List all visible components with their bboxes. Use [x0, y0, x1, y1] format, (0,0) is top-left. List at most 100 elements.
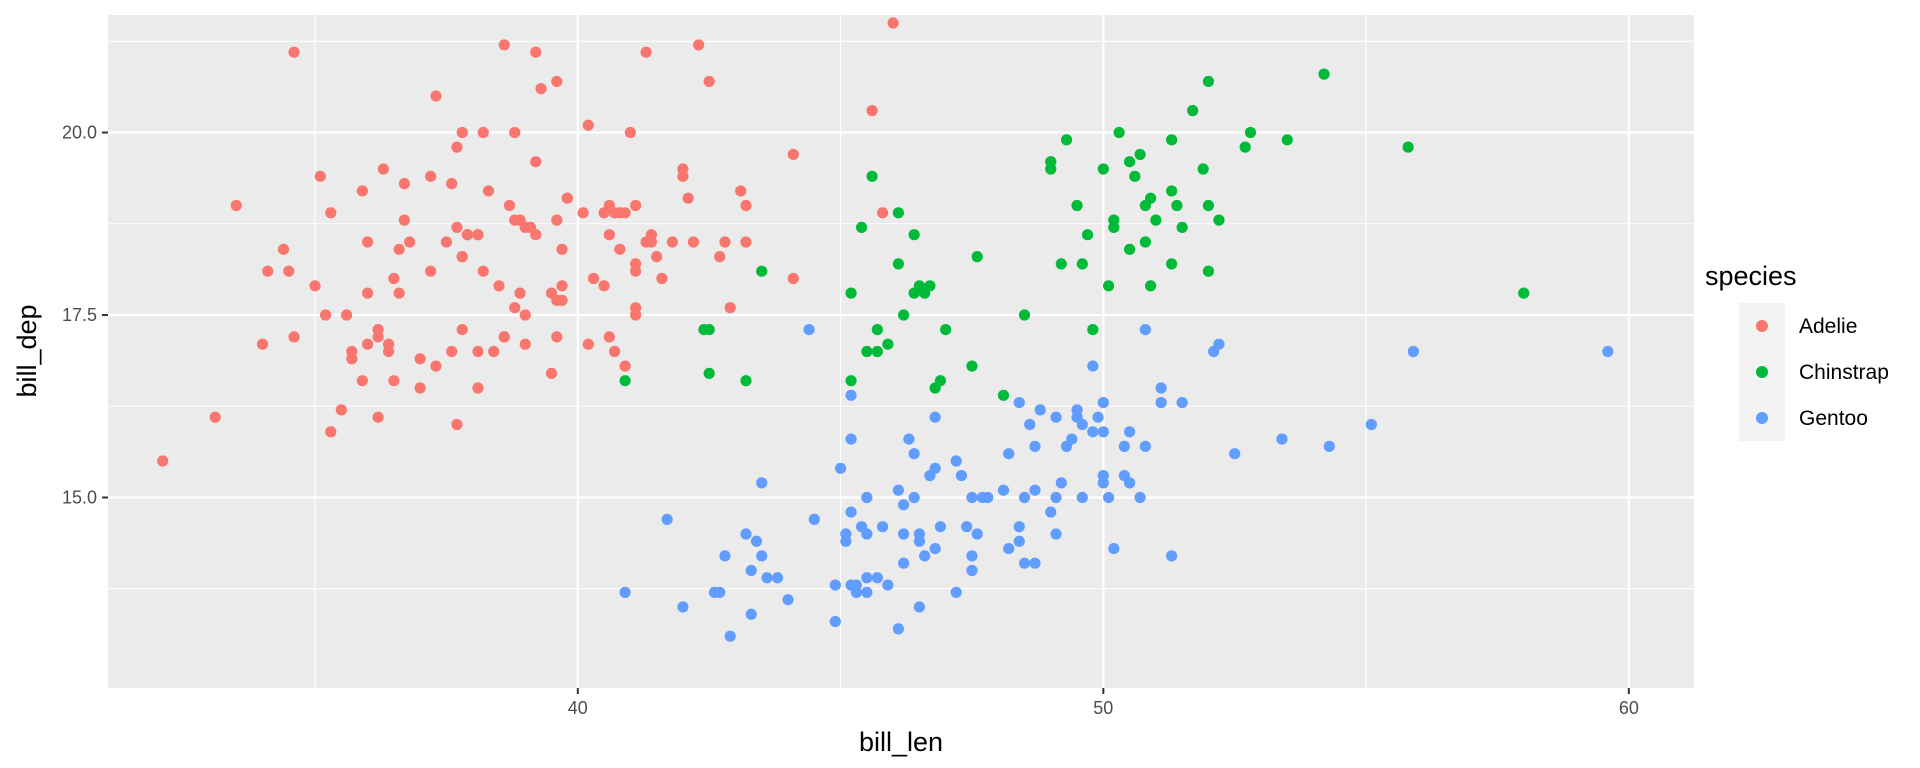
- data-point: [1602, 345, 1614, 358]
- data-point: [1076, 491, 1088, 504]
- series-gentoo: [619, 324, 1614, 642]
- data-point: [362, 338, 374, 350]
- data-point: [887, 17, 899, 29]
- data-point: [1050, 411, 1062, 423]
- data-point: [898, 309, 910, 321]
- data-point: [845, 375, 857, 387]
- data-point: [1097, 396, 1109, 409]
- data-point: [1050, 491, 1062, 504]
- data-point: [551, 331, 563, 343]
- data-point: [740, 375, 752, 387]
- legend-key-gentoo: [1756, 412, 1768, 424]
- data-point: [1013, 396, 1025, 409]
- data-point: [356, 185, 368, 197]
- data-point: [724, 630, 736, 642]
- data-point: [1087, 426, 1099, 438]
- data-point: [451, 141, 463, 153]
- data-point: [551, 75, 563, 88]
- data-point: [1018, 557, 1031, 569]
- data-point: [288, 331, 300, 343]
- data-point: [603, 229, 615, 241]
- data-point: [503, 199, 516, 212]
- data-point: [430, 360, 442, 372]
- data-point: [666, 236, 679, 248]
- data-point: [719, 236, 731, 248]
- data-point: [861, 572, 873, 584]
- data-points: [157, 17, 1614, 642]
- data-point: [608, 345, 621, 358]
- data-point: [740, 236, 752, 248]
- data-point: [892, 207, 904, 219]
- data-point: [472, 382, 484, 394]
- data-point: [640, 236, 652, 248]
- data-point: [982, 491, 994, 504]
- legend: species Adelie Chinstrap Gentoo: [1705, 261, 1889, 441]
- data-point: [1176, 221, 1188, 234]
- data-point: [1134, 148, 1146, 161]
- data-point: [383, 338, 395, 350]
- x-axis-title: bill_len: [859, 727, 943, 757]
- data-point: [1139, 440, 1151, 452]
- data-point: [472, 345, 484, 358]
- data-point: [1407, 345, 1419, 358]
- data-point: [1097, 426, 1109, 438]
- data-point: [1166, 134, 1178, 146]
- data-point: [1108, 221, 1120, 234]
- data-point: [1055, 477, 1067, 489]
- data-point: [1139, 236, 1151, 248]
- y-tick-label: 17.5: [62, 305, 97, 325]
- data-point: [850, 579, 862, 591]
- data-point: [829, 579, 841, 591]
- data-point: [1029, 484, 1041, 496]
- data-point: [1060, 134, 1073, 146]
- data-point: [314, 170, 326, 182]
- data-point: [1155, 382, 1167, 394]
- data-point: [509, 302, 521, 314]
- data-point: [971, 251, 983, 263]
- data-point: [456, 324, 468, 336]
- data-point: [861, 491, 873, 504]
- data-point: [898, 528, 910, 540]
- data-point: [855, 221, 868, 234]
- data-point: [393, 243, 405, 255]
- x-tick-label: 60: [1619, 698, 1639, 718]
- data-point: [1171, 199, 1183, 212]
- data-point: [1123, 426, 1136, 438]
- data-point: [1071, 404, 1083, 416]
- data-point: [372, 411, 384, 423]
- data-point: [756, 477, 768, 489]
- y-tick-label: 15.0: [62, 487, 97, 507]
- data-point: [1150, 214, 1162, 226]
- data-point: [1029, 557, 1041, 569]
- data-point: [950, 455, 962, 467]
- data-point: [861, 345, 873, 358]
- data-point: [997, 389, 1010, 401]
- legend-label-adelie: Adelie: [1799, 315, 1857, 338]
- data-point: [1102, 280, 1115, 292]
- data-point: [913, 601, 925, 613]
- y-axis-title: bill_dep: [12, 304, 42, 397]
- data-point: [630, 199, 642, 212]
- data-point: [1045, 156, 1057, 168]
- data-point: [1092, 411, 1104, 423]
- data-point: [966, 550, 978, 562]
- data-point: [1097, 163, 1109, 175]
- data-point: [866, 170, 878, 182]
- data-point: [582, 119, 594, 131]
- data-point: [493, 280, 505, 292]
- data-point: [1166, 258, 1178, 270]
- data-point: [1176, 396, 1188, 409]
- data-point: [682, 192, 694, 204]
- data-point: [556, 294, 568, 307]
- data-point: [803, 324, 815, 336]
- data-point: [335, 404, 347, 416]
- data-point: [745, 608, 757, 620]
- data-point: [1123, 156, 1136, 168]
- data-point: [230, 199, 242, 212]
- data-point: [1187, 105, 1199, 117]
- data-point: [924, 280, 936, 292]
- data-point: [871, 345, 883, 358]
- data-point: [808, 513, 820, 525]
- data-point: [1213, 214, 1225, 226]
